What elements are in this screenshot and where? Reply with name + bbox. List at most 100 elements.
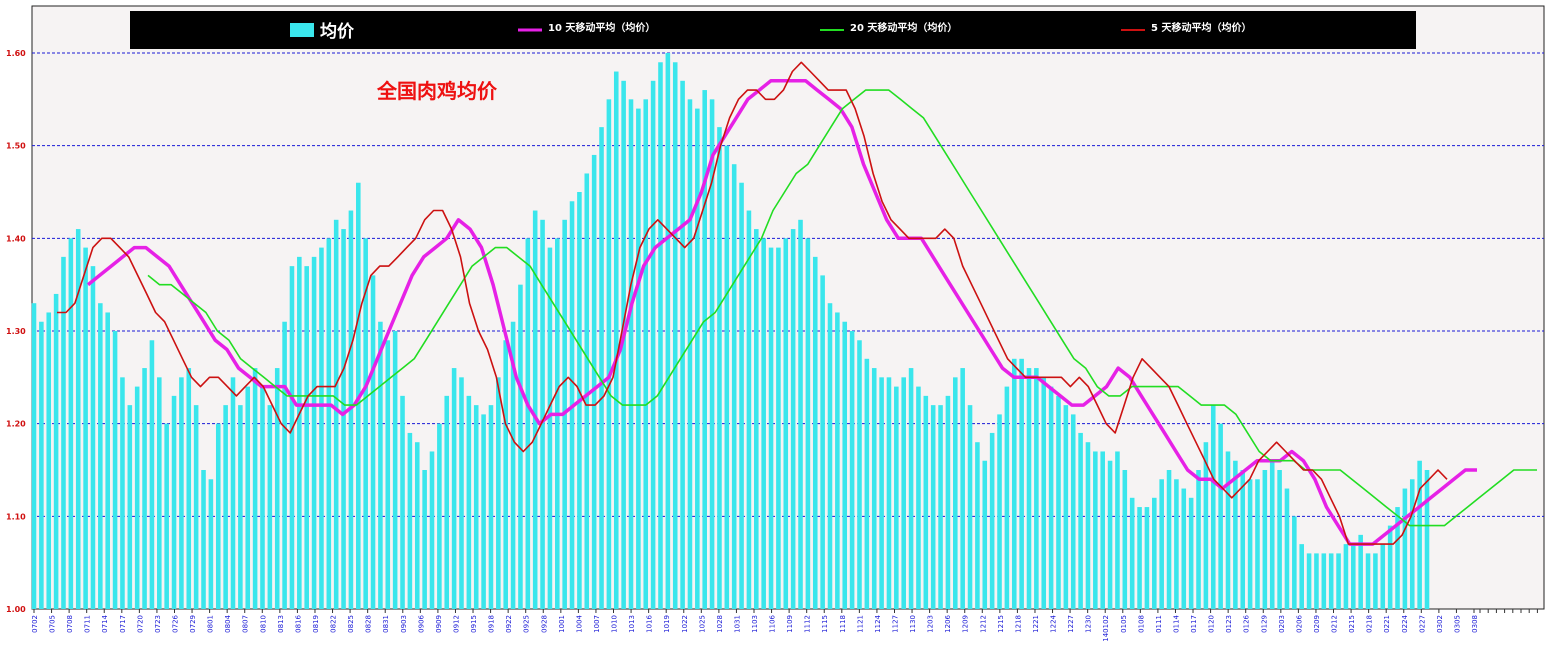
bar [282, 321, 287, 609]
bar [835, 312, 840, 609]
y-tick-labels: 1.00 1.10 1.20 1.30 1.40 1.50 1.60 [6, 49, 26, 614]
y-tick-label: 1.00 [6, 605, 26, 614]
x-tick-labels: 0702 0705 0708 0711 0714 0717 0720 0723 0726 0729… [31, 609, 1538, 642]
bar [1358, 534, 1363, 609]
series-line [57, 61, 1448, 545]
x-tick-label: 1112 [804, 615, 812, 633]
x-tick-label: 0105 [1120, 615, 1128, 633]
bar [709, 99, 715, 609]
bar [621, 80, 626, 610]
x-tick-label: 140102 [1102, 615, 1110, 642]
bar [628, 99, 634, 609]
bar [1269, 460, 1275, 609]
y-tick-label: 1.50 [6, 142, 26, 151]
y-tick-label: 1.30 [6, 327, 26, 336]
bar [414, 442, 420, 609]
bar [127, 405, 133, 609]
bar [134, 386, 140, 609]
bar [1240, 470, 1246, 609]
bar [1196, 470, 1201, 609]
x-tick-label: 0717 [119, 615, 127, 633]
bar [650, 80, 656, 610]
bar [201, 470, 206, 609]
bar [975, 442, 980, 609]
x-tick-label: 1212 [979, 615, 987, 633]
x-tick-label: 0918 [488, 615, 496, 633]
bar [731, 164, 737, 609]
bar [591, 154, 597, 609]
bar [120, 377, 125, 609]
bar [437, 423, 442, 609]
x-tick-label: 0227 [1418, 615, 1426, 633]
bar [75, 229, 81, 610]
bar [98, 303, 103, 609]
bar [1026, 368, 1032, 609]
bar [304, 266, 309, 609]
bar [695, 108, 700, 609]
bar [1343, 544, 1349, 609]
x-tick-label: 1001 [558, 615, 566, 633]
bar [1402, 488, 1408, 609]
bar [429, 451, 435, 609]
bar [311, 256, 317, 609]
bar [960, 368, 965, 609]
x-tick-label: 1010 [611, 615, 619, 633]
bar [378, 321, 383, 609]
bar [488, 405, 494, 609]
legend-bar-label: 均价 [320, 21, 355, 42]
x-tick-label: 0126 [1243, 614, 1251, 632]
bar [230, 377, 236, 609]
bar [252, 368, 258, 609]
x-tick-label: 0831 [382, 615, 390, 633]
bar [1387, 525, 1393, 609]
x-tick-label: 0825 [347, 615, 355, 633]
x-tick-label: 0729 [189, 615, 197, 633]
bar [164, 423, 169, 609]
bar [267, 405, 273, 609]
x-tick-label: 1206 [944, 614, 952, 632]
bar [849, 331, 855, 609]
bar [1152, 497, 1157, 609]
bar [1034, 368, 1039, 609]
x-tick-label: 0129 [1260, 615, 1268, 633]
bar [857, 340, 862, 609]
bar [798, 219, 803, 610]
bar [1277, 470, 1282, 609]
y-tick-label: 1.10 [6, 512, 26, 521]
bar [473, 405, 479, 609]
bar [724, 145, 730, 609]
bar [1424, 470, 1430, 609]
bar [186, 368, 192, 609]
y-tick-label: 1.60 [6, 49, 26, 58]
bar [982, 460, 988, 609]
x-tick-label: 1103 [751, 615, 759, 633]
x-tick-label: 1022 [681, 615, 689, 633]
bar [945, 395, 951, 609]
bar [142, 368, 147, 609]
bar [916, 386, 921, 609]
bar [1070, 414, 1076, 609]
x-tick-label: 1130 [909, 615, 917, 633]
bar [717, 127, 722, 609]
bar [1409, 479, 1415, 609]
bar [68, 238, 74, 610]
bar [297, 256, 302, 609]
bar [739, 182, 744, 609]
x-tick-label: 0925 [523, 615, 531, 633]
bar [1122, 470, 1128, 609]
bar [930, 405, 936, 609]
bar [1056, 395, 1061, 609]
bar [1004, 386, 1010, 609]
bar [510, 321, 516, 609]
bar [1365, 553, 1371, 609]
bar [1380, 544, 1386, 609]
bar [157, 377, 162, 609]
x-tick-label: 1019 [663, 615, 671, 633]
bar [871, 368, 877, 609]
legend-line2-label: 20 天移动平均（均价） [850, 21, 957, 34]
bar [908, 368, 914, 609]
bar [1292, 516, 1297, 609]
bar [812, 256, 818, 609]
x-tick-label: 1124 [874, 614, 882, 632]
x-tick-label: 0807 [242, 615, 250, 633]
